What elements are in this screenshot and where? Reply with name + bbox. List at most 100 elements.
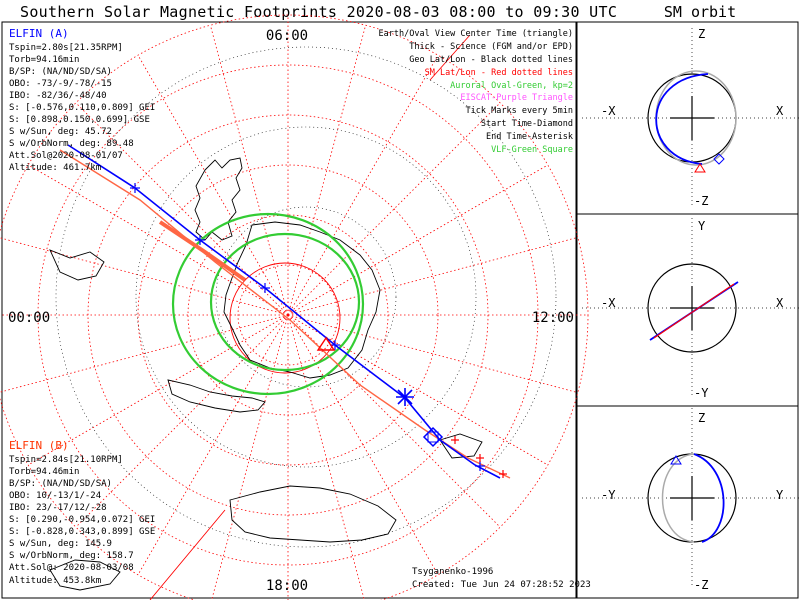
elfin-b-line: S: [0.290,-0.954,0.072] GEI bbox=[9, 515, 155, 525]
coastline bbox=[167, 379, 266, 413]
legend-line: Start Time-Diamond bbox=[481, 119, 573, 129]
end-time-asterisk bbox=[397, 389, 413, 405]
elfin-a-orbit bbox=[655, 73, 709, 165]
elfin-a-line: Tspin=2.80s[21.35RPM] bbox=[9, 43, 123, 53]
sm-longitude-line bbox=[0, 237, 289, 316]
elfin-a-orbit bbox=[693, 453, 725, 543]
orbit-xy-frame bbox=[576, 213, 799, 407]
elfin-a-line: S: [-0.576,0.110,0.809] GEI bbox=[9, 103, 155, 113]
orbit-label: X bbox=[776, 296, 784, 310]
elfin-a-line: S: [0.898,0.150,0.699] GSE bbox=[9, 115, 150, 125]
geo-latitude-circle bbox=[135, 126, 477, 468]
elfin-b-line: S w/OrbNorm, deg: 158.7 bbox=[9, 551, 134, 561]
sm-longitude-line bbox=[0, 314, 289, 393]
legend-line: Geo Lat/Lon - Black dotted lines bbox=[409, 55, 573, 65]
polar-map bbox=[0, 14, 589, 600]
elfin-a-info: ELFIN (A) Tspin=2.80s[21.35RPM] Torb=94.… bbox=[9, 27, 155, 173]
elfin-b-line: Altitude: 453.8km bbox=[9, 576, 101, 586]
elfin-a-line: S w/OrbNorm, deg: 89.48 bbox=[9, 139, 134, 149]
earth-circle bbox=[647, 263, 737, 353]
view-center-triangle bbox=[316, 336, 336, 351]
auroral-oval-outer bbox=[171, 212, 365, 396]
created-stamp: Created: Tue Jun 24 07:28:52 2023 bbox=[412, 580, 591, 590]
map-label-right: 12:00 bbox=[532, 310, 574, 326]
sm-midnight-line bbox=[149, 509, 226, 600]
orbit-triangle bbox=[694, 163, 706, 173]
map-label-top: 06:00 bbox=[266, 28, 308, 44]
start-time-box bbox=[427, 431, 439, 443]
elfin-b-line: Att.Sol@: 2020-08-03/08 bbox=[9, 563, 134, 573]
map-label-bottom: 18:00 bbox=[266, 578, 308, 594]
elfin-b-line: Tspin=2.84s[21.10RPM] bbox=[9, 455, 123, 465]
sm-longitude-line bbox=[287, 164, 549, 316]
map-label-left: 00:00 bbox=[8, 310, 50, 326]
elfin-b-science-segment bbox=[158, 220, 247, 282]
elfin-b-line: S w/Sun, deg: 145.9 bbox=[9, 539, 112, 549]
elfin-b-line: Torb=94.46min bbox=[9, 467, 79, 477]
legend-line: EISCAT-Purple Triangle bbox=[460, 93, 573, 103]
elfin-a-line: Torb=94.16min bbox=[9, 55, 79, 65]
elfin-a-line: IBO: -82/36/-48/40 bbox=[9, 91, 107, 101]
orbit-label: -X bbox=[601, 296, 616, 310]
elfin-b-orbit bbox=[653, 283, 735, 339]
geo-latitude-circle bbox=[55, 46, 557, 548]
legend-line: Thick - Science (FGM and/or EPD) bbox=[409, 42, 573, 52]
sm-pole-circle bbox=[229, 262, 341, 374]
legend: Earth/Oval View Center Time (triangle) T… bbox=[379, 29, 573, 155]
legend-line: End Time-Asterisk bbox=[486, 132, 573, 142]
orbit-labels: Z -Z -X X Y -Y -X X Z -Z -Y Y bbox=[601, 27, 784, 592]
orbit-label: -X bbox=[601, 104, 616, 118]
legend-line: SM Lat/Lon - Red dotted lines bbox=[425, 68, 573, 78]
elfin-b-line: IBO: 23/-17/12/-28 bbox=[9, 503, 107, 513]
orbit-label: -Y bbox=[694, 386, 709, 400]
orbit-label: Z bbox=[698, 27, 705, 41]
chart-title: Southern Solar Magnetic Footprints 2020-… bbox=[20, 3, 618, 21]
sm-longitude-line bbox=[137, 314, 289, 576]
geo-latitude-circle bbox=[215, 206, 397, 388]
elfin-b-orbit bbox=[661, 453, 695, 543]
sm-latitude-circle bbox=[237, 264, 339, 366]
map-frame bbox=[1, 21, 577, 599]
orbit-yz-frame bbox=[576, 405, 799, 599]
elfin-b-line: OBO: 10/-13/1/-24 bbox=[9, 491, 101, 501]
legend-line: VLF-Green Square bbox=[491, 145, 573, 155]
elfin-a-line: S w/Sun, deg: 45.72 bbox=[9, 127, 112, 137]
model-credit: Tsyganenko-1996 bbox=[412, 567, 493, 577]
elfin-b-line: B/SP: (NA/ND/SD/SA) bbox=[9, 479, 112, 489]
orbit-label: -Z bbox=[694, 194, 708, 208]
sm-latitude-circle bbox=[137, 164, 439, 466]
start-time-diamond bbox=[422, 426, 444, 448]
elfin-a-line: OBO: -73/-9/-78/-15 bbox=[9, 79, 112, 89]
coastline bbox=[223, 221, 381, 379]
orbit-title: SM orbit bbox=[663, 3, 737, 21]
sm-longitude-line bbox=[287, 25, 367, 316]
orbit-label: -Z bbox=[694, 578, 708, 592]
elfin-b-line: S: [-0.828,0.343,0.899] GSE bbox=[9, 527, 155, 537]
elfin-a-line: Altitude: 461.7km bbox=[9, 163, 101, 173]
legend-line: Earth/Oval View Center Time (triangle) bbox=[379, 29, 573, 39]
legend-line: Auroral Oval-Green, kp=2 bbox=[450, 81, 573, 91]
sm-longitude-line bbox=[27, 164, 289, 316]
elfin-a-title: ELFIN (A) bbox=[9, 27, 69, 40]
orbit-label: -Y bbox=[601, 488, 616, 502]
sm-latitude-circle bbox=[0, 14, 589, 600]
orbit-diamond bbox=[713, 153, 725, 165]
orbit-panels bbox=[582, 28, 800, 588]
orbit-label: Z bbox=[698, 411, 705, 425]
sm-noon-line bbox=[429, 34, 471, 81]
orbit-label: Y bbox=[698, 219, 706, 233]
sm-latitude-circle bbox=[37, 64, 539, 566]
coastline bbox=[49, 249, 105, 281]
elfin-b-title: ELFIN (B) bbox=[9, 439, 69, 452]
orbit-label: Y bbox=[776, 488, 784, 502]
coastline bbox=[49, 559, 121, 591]
coastline bbox=[229, 485, 397, 543]
coastline bbox=[439, 433, 483, 459]
elfin-b-track bbox=[59, 149, 511, 479]
elfin-a-line: B/SP: (NA/ND/SD/SA) bbox=[9, 67, 112, 77]
sm-longitude-line bbox=[209, 25, 289, 316]
orbit-label: X bbox=[776, 104, 784, 118]
orbit-triangle bbox=[670, 455, 682, 465]
elfin-b-info: ELFIN (B) Tspin=2.84s[21.10RPM] Torb=94.… bbox=[9, 439, 155, 586]
